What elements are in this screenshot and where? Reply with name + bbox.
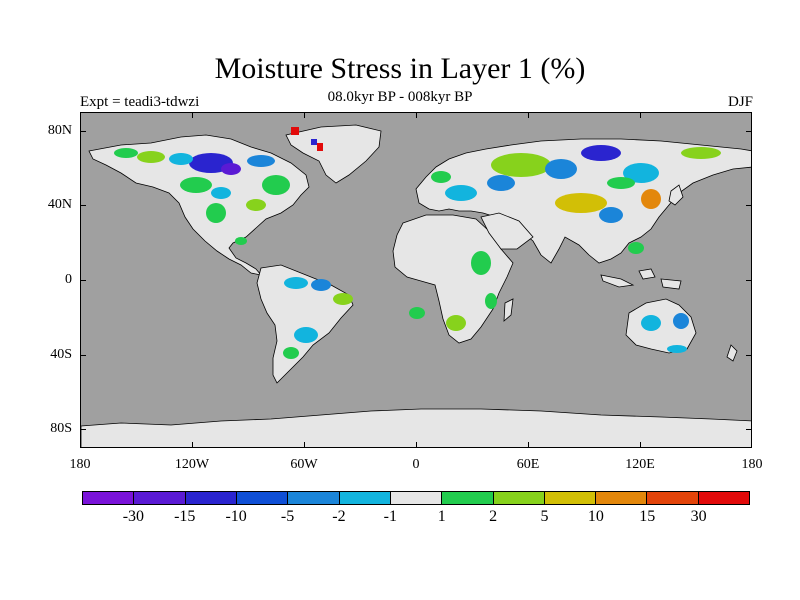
colorbar-swatch — [185, 492, 237, 504]
colorbar-label: 1 — [437, 508, 446, 525]
colorbar-label: 2 — [489, 508, 498, 525]
colorbar-swatch — [236, 492, 289, 504]
colorbar-label: 15 — [639, 508, 656, 525]
season-label: DJF — [727, 94, 753, 110]
colorbar-swatch — [339, 492, 391, 504]
latitude-tick — [746, 130, 752, 132]
latitude-label: 0 — [65, 272, 72, 287]
latitude-tick — [746, 354, 752, 356]
colorbar-swatch — [390, 492, 443, 504]
south-america — [256, 264, 354, 384]
latitude-tick — [746, 205, 752, 207]
colorbar-swatch — [596, 492, 648, 504]
colorbar-label: -5 — [280, 508, 295, 525]
arabia — [480, 212, 534, 250]
colorbar-swatch — [698, 492, 750, 504]
africa — [392, 214, 514, 344]
map-title: Moisture Stress in Layer 1 (%) — [214, 52, 586, 85]
map-subtitle: 08.0kyr BP - 008kyr BP — [327, 89, 473, 105]
colorbar-swatch — [493, 492, 545, 504]
colorbar-label: 10 — [587, 508, 604, 525]
antarctica — [81, 408, 751, 447]
anomaly-patches — [114, 127, 721, 359]
colorbar-label: -15 — [174, 508, 196, 525]
colorbar-label: 5 — [540, 508, 549, 525]
colorbar-swatch — [134, 492, 186, 504]
colorbar-swatch — [544, 492, 597, 504]
latitude-label: 40S — [50, 346, 72, 362]
longitude-tick — [751, 442, 752, 448]
longitude-tick — [640, 112, 641, 118]
latitude-tick — [746, 429, 752, 431]
north-america — [88, 134, 310, 276]
longitude-label: 60E — [516, 457, 540, 472]
colorbar-swatch — [288, 492, 340, 504]
latitude-tick — [80, 280, 86, 281]
latitude-tick — [80, 354, 86, 356]
colorbar-label: -2 — [332, 508, 346, 525]
longitude-label: 180 — [69, 457, 91, 472]
experiment-label: Expt = teadi3-tdwzi — [80, 94, 200, 110]
longitude-tick — [192, 112, 193, 118]
world-map — [81, 124, 751, 447]
greenland — [285, 124, 382, 184]
longitude-label: 180 — [741, 457, 763, 472]
longitude-tick — [304, 112, 305, 118]
longitude-label: 0 — [412, 457, 420, 472]
longitude-tick — [304, 442, 305, 448]
latitude-tick — [80, 205, 86, 207]
latitude-tick — [80, 130, 86, 132]
longitude-tick — [751, 112, 752, 118]
new-zealand — [726, 344, 738, 362]
longitude-tick — [80, 442, 81, 448]
longitude-label: 60W — [290, 457, 318, 472]
japan — [668, 184, 684, 206]
longitude-label: 120E — [625, 457, 655, 472]
longitude-label: 120W — [174, 457, 210, 472]
colorbar-label: -1 — [383, 508, 397, 525]
latitude-tick — [80, 429, 86, 431]
colorbar-label: -10 — [225, 508, 247, 525]
map-panel — [80, 112, 752, 448]
longitude-tick — [192, 442, 193, 448]
latitude-label: 80S — [50, 421, 72, 437]
colorbar-label: -30 — [122, 508, 145, 525]
colorbar-swatch — [647, 492, 699, 504]
longitude-tick — [528, 112, 529, 118]
longitude-tick — [416, 442, 417, 448]
longitude-tick — [640, 442, 641, 448]
latitude-label: 80N — [47, 122, 72, 138]
longitude-tick — [416, 112, 417, 118]
madagascar — [503, 298, 514, 322]
colorbar — [82, 491, 750, 505]
longitude-tick — [528, 442, 529, 448]
colorbar-swatch — [83, 492, 135, 504]
colorbar-swatch — [442, 492, 494, 504]
indonesia — [600, 268, 682, 290]
australia — [625, 298, 697, 354]
latitude-tick — [746, 280, 752, 281]
longitude-tick — [80, 112, 81, 118]
colorbar-label: 30 — [690, 508, 707, 525]
latitude-label: 40N — [47, 197, 72, 213]
